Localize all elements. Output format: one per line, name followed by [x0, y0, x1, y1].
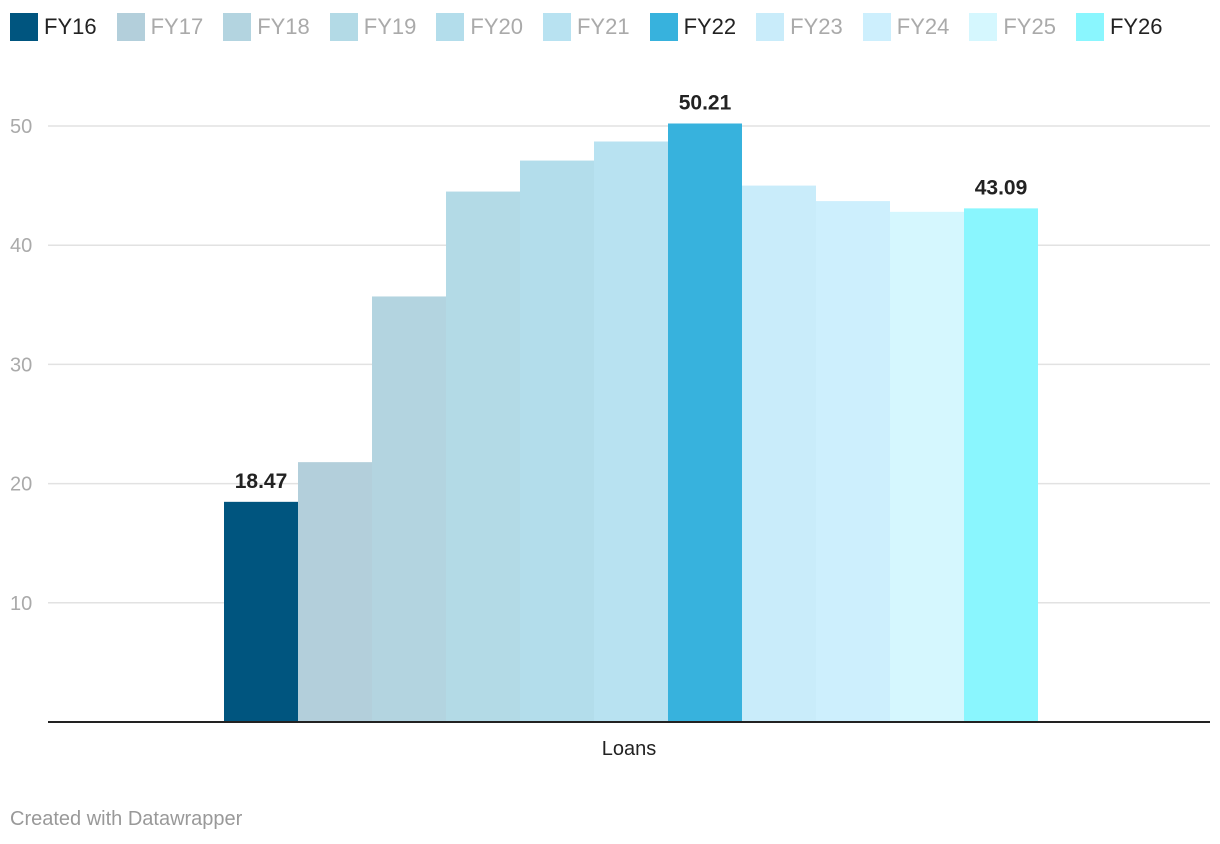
legend-swatch: [436, 13, 465, 41]
bar-chart: 10 20 30 40 50 18.47 50.21 43.09 Loans: [10, 91, 1210, 760]
legend-item-fy20: FY20: [436, 13, 523, 41]
legend-item-fy25: FY25: [969, 13, 1056, 41]
legend-swatch: [862, 13, 891, 41]
y-tick-label: 30: [10, 354, 32, 376]
bar-fy26: [964, 208, 1038, 723]
bar-fy23: [742, 185, 816, 723]
y-tick-label: 20: [10, 474, 32, 496]
legend-label: FY17: [150, 14, 204, 39]
bar-fy19: [446, 191, 520, 722]
legend-item-fy16: FY16: [10, 13, 97, 41]
legend-label: FY18: [257, 14, 310, 39]
legend-item-fy21: FY21: [542, 13, 630, 41]
y-tick-label: 10: [10, 593, 32, 615]
legend-label: FY24: [896, 14, 950, 39]
legend-swatch: [649, 13, 678, 41]
legend-label: FY20: [470, 14, 523, 39]
legend-item-fy19: FY19: [329, 13, 417, 41]
legend-swatch: [116, 13, 145, 41]
legend-item-fy17: FY17: [116, 13, 204, 41]
legend-item-fy18: FY18: [223, 13, 310, 41]
bar-fy17: [298, 462, 372, 722]
data-label-fy26: 43.09: [975, 176, 1028, 199]
y-tick-label: 40: [10, 235, 32, 257]
legend-label: FY19: [363, 14, 417, 39]
footer-credit: Created with Datawrapper: [10, 808, 243, 830]
y-tick-label: 50: [10, 116, 32, 138]
legend-swatch: [756, 13, 785, 41]
x-axis: Loans: [48, 721, 1210, 760]
legend-label: FY21: [576, 14, 630, 39]
legend-label: FY25: [1003, 14, 1056, 39]
bar-fy20: [520, 160, 594, 722]
legend-swatch: [10, 13, 38, 41]
bar-fy25: [890, 211, 964, 722]
category-label: Loans: [602, 738, 657, 760]
data-label-fy22: 50.21: [679, 91, 732, 114]
legend-item-fy22: FY22: [649, 13, 737, 41]
legend-label: FY22: [683, 14, 737, 39]
legend-swatch: [542, 13, 571, 41]
data-label-fy16: 18.47: [235, 470, 288, 493]
data-labels: 18.47 50.21 43.09: [235, 91, 1028, 492]
legend-item-fy26: FY26: [1075, 13, 1163, 41]
bar-fy18: [372, 296, 446, 722]
bar-fy16: [224, 501, 298, 722]
bar-fy22: [668, 123, 742, 722]
legend-swatch: [969, 13, 998, 41]
legend-label: FY23: [790, 14, 843, 39]
legend-label: FY16: [44, 14, 97, 39]
bars: [224, 123, 1038, 723]
chart-legend: FY16 FY17 FY18 FY19 FY20 FY21 FY22 FY23 FY24 FY25…: [10, 11, 1183, 43]
y-axis-ticks: 10 20 30 40 50: [10, 116, 32, 615]
bar-fy24: [816, 201, 890, 722]
legend-swatch: [1075, 13, 1104, 41]
legend-item-fy24: FY24: [862, 13, 950, 41]
bar-fy21: [594, 141, 668, 723]
legend-swatch: [329, 13, 358, 41]
legend-swatch: [223, 13, 252, 41]
legend-item-fy23: FY23: [756, 13, 843, 41]
legend-label: FY26: [1109, 14, 1163, 39]
